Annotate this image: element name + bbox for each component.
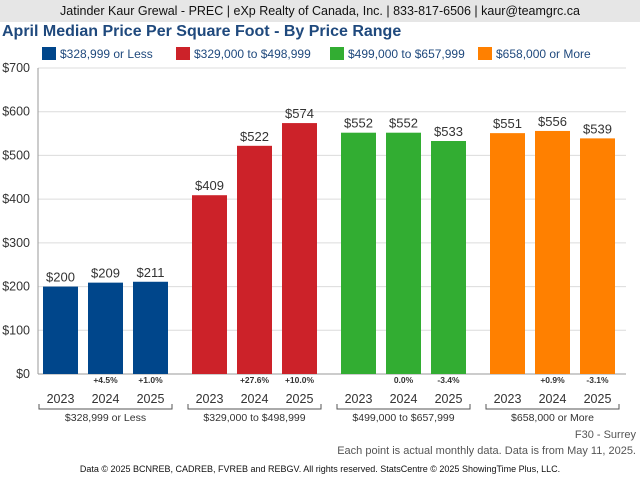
legend: $328,999 or Less $329,000 to $498,999 $4… bbox=[0, 45, 640, 63]
bar bbox=[386, 132, 421, 374]
x-tick-label: 2025 bbox=[286, 392, 314, 406]
bar-value-label: $209 bbox=[91, 266, 120, 281]
y-tick-label: $500 bbox=[2, 148, 30, 162]
legend-item-1: $328,999 or Less bbox=[42, 47, 153, 61]
bar bbox=[282, 123, 317, 374]
group-label: $329,000 to $498,999 bbox=[203, 412, 305, 424]
x-tick-label: 2024 bbox=[390, 392, 418, 406]
bar-value-label: $533 bbox=[434, 124, 463, 139]
x-tick-label: 2023 bbox=[196, 392, 224, 406]
bar-value-label: $211 bbox=[137, 265, 165, 280]
y-tick-label: $100 bbox=[2, 323, 30, 337]
y-tick-label: $700 bbox=[2, 61, 30, 75]
legend-label-1: $328,999 or Less bbox=[60, 47, 153, 61]
x-tick-label: 2025 bbox=[435, 392, 463, 406]
y-tick-label: $300 bbox=[2, 236, 30, 250]
bar-value-label: $539 bbox=[583, 121, 612, 136]
group-bracket bbox=[38, 404, 173, 410]
y-tick-label: $0 bbox=[16, 367, 30, 381]
group-bracket bbox=[485, 404, 620, 410]
bar-value-label: $556 bbox=[538, 114, 567, 129]
legend-swatch-4 bbox=[478, 47, 492, 60]
bar-value-label: $200 bbox=[46, 270, 75, 285]
chart-title: April Median Price Per Square Foot - By … bbox=[2, 23, 402, 40]
legend-label-2: $329,000 to $498,999 bbox=[194, 47, 311, 61]
header-bar: Jatinder Kaur Grewal - PREC | eXp Realty… bbox=[0, 0, 640, 22]
bar bbox=[43, 286, 78, 374]
legend-label-4: $658,000 or More bbox=[496, 47, 591, 61]
source-note: Data © 2025 BCNREB, CADREB, FVREB and RE… bbox=[79, 464, 561, 474]
legend-label-3: $499,000 to $657,999 bbox=[348, 47, 465, 61]
legend-swatch-1 bbox=[42, 47, 56, 60]
bar-value-label: $522 bbox=[240, 129, 269, 144]
bar-value-label: $552 bbox=[344, 116, 373, 131]
change-label: -3.1% bbox=[586, 375, 609, 385]
x-tick-label: 2023 bbox=[494, 392, 522, 406]
bar-value-label: $551 bbox=[493, 116, 522, 131]
y-tick-label: $600 bbox=[2, 105, 30, 119]
change-label: -3.4% bbox=[437, 375, 460, 385]
bar bbox=[431, 141, 466, 374]
y-tick-label: $200 bbox=[2, 280, 30, 294]
x-tick-label: 2025 bbox=[584, 392, 612, 406]
legend-swatch-3 bbox=[330, 47, 344, 60]
change-label: +4.5% bbox=[93, 375, 118, 385]
x-tick-label: 2023 bbox=[47, 392, 75, 406]
group-label: $328,999 or Less bbox=[65, 412, 146, 424]
x-tick-label: 2024 bbox=[92, 392, 120, 406]
area-label: F30 - Surrey bbox=[574, 429, 636, 441]
bar bbox=[490, 133, 525, 374]
bar bbox=[580, 138, 615, 374]
data-note: Each point is actual monthly data. Data … bbox=[337, 445, 636, 457]
change-label: +1.0% bbox=[138, 375, 163, 385]
legend-swatch-2 bbox=[176, 47, 190, 60]
group-label: $499,000 to $657,999 bbox=[352, 412, 454, 424]
y-tick-label: $400 bbox=[2, 192, 30, 206]
bar bbox=[192, 195, 227, 374]
x-tick-label: 2023 bbox=[345, 392, 373, 406]
group-bracket bbox=[336, 404, 471, 410]
x-tick-label: 2024 bbox=[241, 392, 269, 406]
change-label: 0.0% bbox=[394, 375, 414, 385]
bar bbox=[237, 145, 272, 374]
legend-item-3: $499,000 to $657,999 bbox=[330, 47, 465, 61]
bar-value-label: $409 bbox=[195, 178, 224, 193]
change-label: +0.9% bbox=[540, 375, 565, 385]
bar bbox=[88, 282, 123, 374]
legend-item-2: $329,000 to $498,999 bbox=[176, 47, 311, 61]
bar-value-label: $574 bbox=[285, 106, 314, 121]
bar bbox=[341, 132, 376, 374]
bar bbox=[535, 130, 570, 374]
change-label: +10.0% bbox=[285, 375, 315, 385]
x-tick-label: 2024 bbox=[539, 392, 567, 406]
group-label: $658,000 or More bbox=[511, 412, 594, 424]
bar-value-label: $552 bbox=[389, 116, 418, 131]
x-tick-label: 2025 bbox=[137, 392, 165, 406]
group-bracket bbox=[187, 404, 322, 410]
change-label: +27.6% bbox=[240, 375, 270, 385]
bar bbox=[133, 281, 168, 374]
legend-item-4: $658,000 or More bbox=[478, 47, 591, 61]
